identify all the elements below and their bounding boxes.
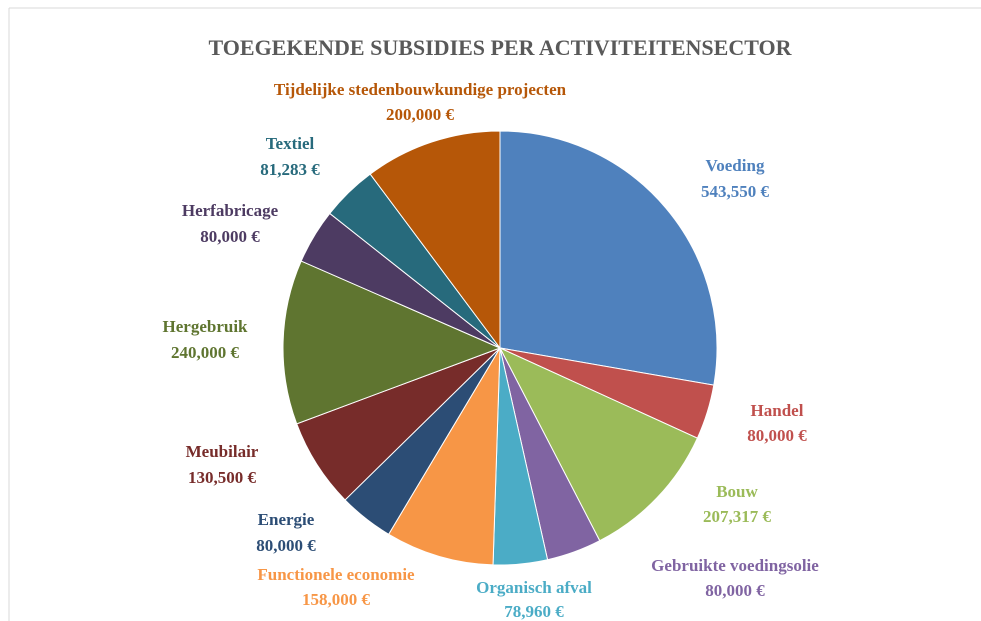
- slice-label: Functionele economie: [257, 565, 415, 584]
- slice-label: Hergebruik: [163, 317, 249, 336]
- slice-value-label: 207,317 €: [703, 507, 772, 526]
- pie-slice: [498, 346, 699, 542]
- pie-slice: [499, 130, 718, 386]
- slice-label: Bouw: [716, 482, 758, 501]
- slice-label: Gebruikte voedingsolie: [651, 556, 819, 575]
- slice-value-label: 80,000 €: [747, 426, 807, 445]
- slice-value-label: 158,000 €: [302, 590, 371, 609]
- slice-value-label: 80,000 €: [200, 227, 260, 246]
- slice-label: Energie: [258, 510, 315, 529]
- pie-slice: [369, 130, 501, 350]
- slice-label: Organisch afval: [476, 578, 592, 597]
- slice-value-label: 81,283 €: [260, 160, 320, 179]
- chart-title: TOEGEKENDE SUBSIDIES PER ACTIVITEITENSEC…: [209, 35, 793, 60]
- slice-value-label: 543,550 €: [701, 182, 770, 201]
- slice-value-label: 240,000 €: [171, 343, 240, 362]
- slice-value-label: 80,000 €: [256, 536, 316, 555]
- slice-value-label: 78,960 €: [504, 602, 564, 621]
- slice-label: Voeding: [706, 156, 765, 175]
- slice-value-label: 80,000 €: [705, 581, 765, 600]
- slice-value-label: 200,000 €: [386, 105, 455, 124]
- pie-slice: [387, 346, 501, 566]
- slice-label: Textiel: [266, 134, 315, 153]
- pie-slice: [282, 260, 502, 425]
- slice-label: Tijdelijke stedenbouwkundige projecten: [274, 80, 567, 99]
- slice-label: Meubilair: [186, 442, 259, 461]
- slice-value-label: 130,500 €: [188, 468, 257, 487]
- slice-label: Handel: [751, 401, 804, 420]
- slice-label: Herfabricage: [182, 201, 279, 220]
